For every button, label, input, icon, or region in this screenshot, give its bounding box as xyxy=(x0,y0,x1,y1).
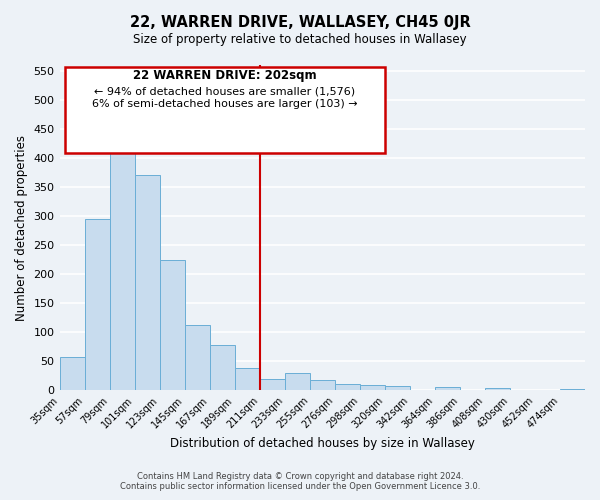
Bar xyxy=(385,386,410,390)
Bar xyxy=(310,380,335,390)
Text: 6% of semi-detached houses are larger (103) →: 6% of semi-detached houses are larger (1… xyxy=(92,99,358,109)
Bar xyxy=(160,260,185,390)
Text: ← 94% of detached houses are smaller (1,576): ← 94% of detached houses are smaller (1,… xyxy=(94,86,356,97)
Bar xyxy=(260,378,285,390)
Bar xyxy=(209,346,235,390)
Bar xyxy=(335,384,360,390)
Text: Size of property relative to detached houses in Wallasey: Size of property relative to detached ho… xyxy=(133,32,467,46)
X-axis label: Distribution of detached houses by size in Wallasey: Distribution of detached houses by size … xyxy=(170,437,475,450)
Bar xyxy=(360,385,385,390)
Bar xyxy=(85,219,110,390)
Bar xyxy=(59,357,85,390)
Bar xyxy=(110,140,134,390)
Text: 22, WARREN DRIVE, WALLASEY, CH45 0JR: 22, WARREN DRIVE, WALLASEY, CH45 0JR xyxy=(130,15,470,30)
Bar xyxy=(185,324,209,390)
Text: Contains public sector information licensed under the Open Government Licence 3.: Contains public sector information licen… xyxy=(120,482,480,491)
Y-axis label: Number of detached properties: Number of detached properties xyxy=(15,134,28,320)
Bar xyxy=(134,176,160,390)
Bar xyxy=(560,389,585,390)
Text: Contains HM Land Registry data © Crown copyright and database right 2024.: Contains HM Land Registry data © Crown c… xyxy=(137,472,463,481)
Bar xyxy=(285,374,310,390)
Bar xyxy=(235,368,260,390)
Text: 22 WARREN DRIVE: 202sqm: 22 WARREN DRIVE: 202sqm xyxy=(133,69,317,82)
Bar xyxy=(435,388,460,390)
Bar xyxy=(485,388,510,390)
